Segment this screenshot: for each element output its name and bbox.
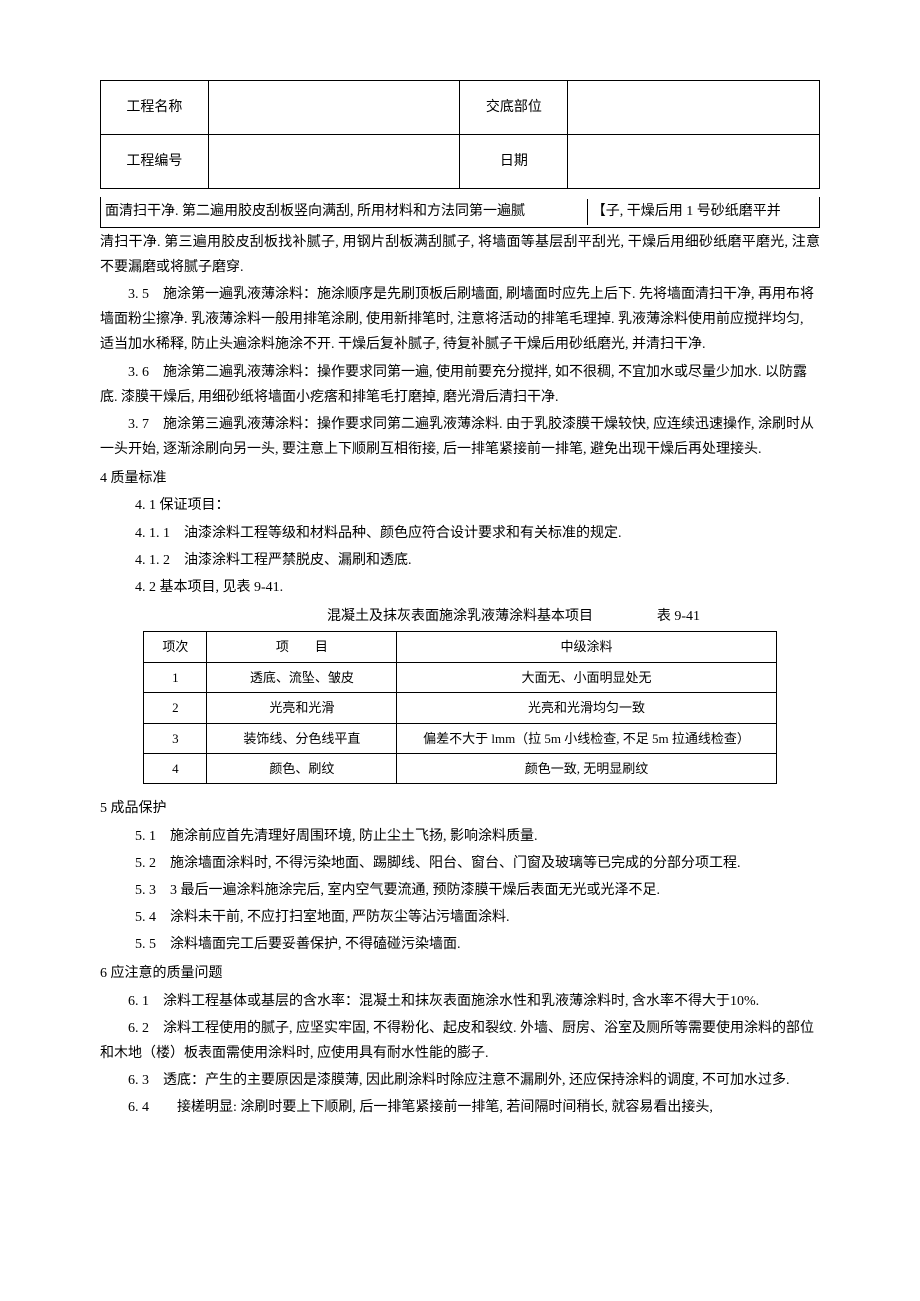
section-5-1: 5. 1 施涂前应首先清理好周围环境, 防止尘土飞扬, 影响涂料质量. bbox=[100, 824, 820, 849]
section-6-heading: 6 应注意的质量问题 bbox=[100, 961, 820, 986]
continuation-right: 【子, 干燥后用 1 号砂纸磨平并 bbox=[588, 199, 815, 224]
cell-num: 2 bbox=[144, 693, 207, 723]
table-row: 4 颜色、刷纹 颜色一致, 无明显刷纹 bbox=[144, 753, 777, 783]
section-5-3: 5. 3 3 最后一遍涂料施涂完后, 室内空气要流通, 预防漆膜干燥后表面无光或… bbox=[100, 878, 820, 903]
project-name-label: 工程名称 bbox=[101, 81, 209, 135]
paragraph-3-7: 3. 7 施涂第三遍乳液薄涂料：操作要求同第二遍乳液薄涂料. 由于乳胶漆膜干燥较… bbox=[100, 412, 820, 462]
table-row: 1 透底、流坠、皱皮 大面无、小面明显处无 bbox=[144, 662, 777, 692]
paragraph-3-6: 3. 6 施涂第二遍乳液薄涂料：操作要求同第一遍, 使用前要充分搅拌, 如不很稠… bbox=[100, 360, 820, 410]
table-row: 3 装饰线、分色线平直 偏差不大于 lmm（拉 5m 小线检查, 不足 5m 拉… bbox=[144, 723, 777, 753]
paragraph-continuation: 清扫干净. 第三遍用胶皮刮板找补腻子, 用钢片刮板满刮腻子, 将墙面等基层刮平刮… bbox=[100, 230, 820, 280]
handover-part-label: 交底部位 bbox=[460, 81, 568, 135]
section-4-2: 4. 2 基本项目, 见表 9-41. bbox=[100, 575, 820, 600]
date-label: 日期 bbox=[460, 135, 568, 189]
handover-part-value bbox=[568, 81, 820, 135]
col-header-num: 项次 bbox=[144, 632, 207, 662]
continuation-left: 面清扫干净. 第二遍用胶皮刮板竖向满刮, 所用材料和方法同第一遍腻 bbox=[105, 199, 588, 224]
cell-num: 3 bbox=[144, 723, 207, 753]
section-5-2: 5. 2 施涂墙面涂料时, 不得污染地面、踢脚线、阳台、窗台、门窗及玻璃等已完成… bbox=[100, 851, 820, 876]
cell-spec: 大面无、小面明显处无 bbox=[397, 662, 777, 692]
section-4-1-1: 4. 1. 1 油漆涂料工程等级和材料品种、颜色应符合设计要求和有关标准的规定. bbox=[100, 521, 820, 546]
cell-spec: 颜色一致, 无明显刷纹 bbox=[397, 753, 777, 783]
section-5-heading: 5 成品保护 bbox=[100, 796, 820, 821]
header-info-table: 工程名称 交底部位 工程编号 日期 bbox=[100, 80, 820, 189]
col-header-spec: 中级涂料 bbox=[397, 632, 777, 662]
continuation-box: 面清扫干净. 第二遍用胶皮刮板竖向满刮, 所用材料和方法同第一遍腻 【子, 干燥… bbox=[100, 197, 820, 227]
section-4-1-2: 4. 1. 2 油漆涂料工程严禁脱皮、漏刷和透底. bbox=[100, 548, 820, 573]
section-6-3: 6. 3 透底：产生的主要原因是漆膜薄, 因此刷涂料时除应注意不漏刷外, 还应保… bbox=[100, 1068, 820, 1093]
cell-spec: 光亮和光滑均匀一致 bbox=[397, 693, 777, 723]
cell-num: 1 bbox=[144, 662, 207, 692]
header-row-2: 工程编号 日期 bbox=[101, 135, 820, 189]
table-title: 混凝土及抹灰表面施涂乳液薄涂料基本项目 bbox=[327, 604, 593, 629]
table-title-row: 混凝土及抹灰表面施涂乳液薄涂料基本项目 表 9-41 bbox=[100, 604, 820, 629]
section-6-2: 6. 2 涂料工程使用的腻子, 应坚实牢固, 不得粉化、起皮和裂纹. 外墙、厨房… bbox=[100, 1016, 820, 1066]
date-value bbox=[568, 135, 820, 189]
section-5-4: 5. 4 涂料未干前, 不应打扫室地面, 严防灰尘等沾污墙面涂料. bbox=[100, 905, 820, 930]
quality-standards-table: 项次 项 目 中级涂料 1 透底、流坠、皱皮 大面无、小面明显处无 2 光亮和光… bbox=[143, 631, 777, 784]
cell-spec: 偏差不大于 lmm（拉 5m 小线检查, 不足 5m 拉通线检查） bbox=[397, 723, 777, 753]
col-header-item: 项 目 bbox=[207, 632, 397, 662]
project-number-label: 工程编号 bbox=[101, 135, 209, 189]
table-header-row: 项次 项 目 中级涂料 bbox=[144, 632, 777, 662]
cell-item: 光亮和光滑 bbox=[207, 693, 397, 723]
cell-item: 装饰线、分色线平直 bbox=[207, 723, 397, 753]
table-number: 表 9-41 bbox=[657, 604, 700, 629]
paragraph-3-5: 3. 5 施涂第一遍乳液薄涂料：施涂顺序是先刷顶板后刷墙面, 刷墙面时应先上后下… bbox=[100, 282, 820, 358]
section-6-1: 6. 1 涂料工程基体或基层的含水率：混凝土和抹灰表面施涂水性和乳液薄涂料时, … bbox=[100, 989, 820, 1014]
section-6-4: 6. 4 接槎明显: 涂刷时要上下顺刷, 后一排笔紧接前一排笔, 若间隔时间稍长… bbox=[100, 1095, 820, 1120]
table-row: 2 光亮和光滑 光亮和光滑均匀一致 bbox=[144, 693, 777, 723]
section-4-1: 4. 1 保证项目： bbox=[100, 493, 820, 518]
cell-item: 颜色、刷纹 bbox=[207, 753, 397, 783]
section-5-5: 5. 5 涂料墙面完工后要妥善保护, 不得磕碰污染墙面. bbox=[100, 932, 820, 957]
header-row-1: 工程名称 交底部位 bbox=[101, 81, 820, 135]
section-4-heading: 4 质量标准 bbox=[100, 466, 820, 491]
project-name-value bbox=[208, 81, 460, 135]
cell-num: 4 bbox=[144, 753, 207, 783]
project-number-value bbox=[208, 135, 460, 189]
cell-item: 透底、流坠、皱皮 bbox=[207, 662, 397, 692]
